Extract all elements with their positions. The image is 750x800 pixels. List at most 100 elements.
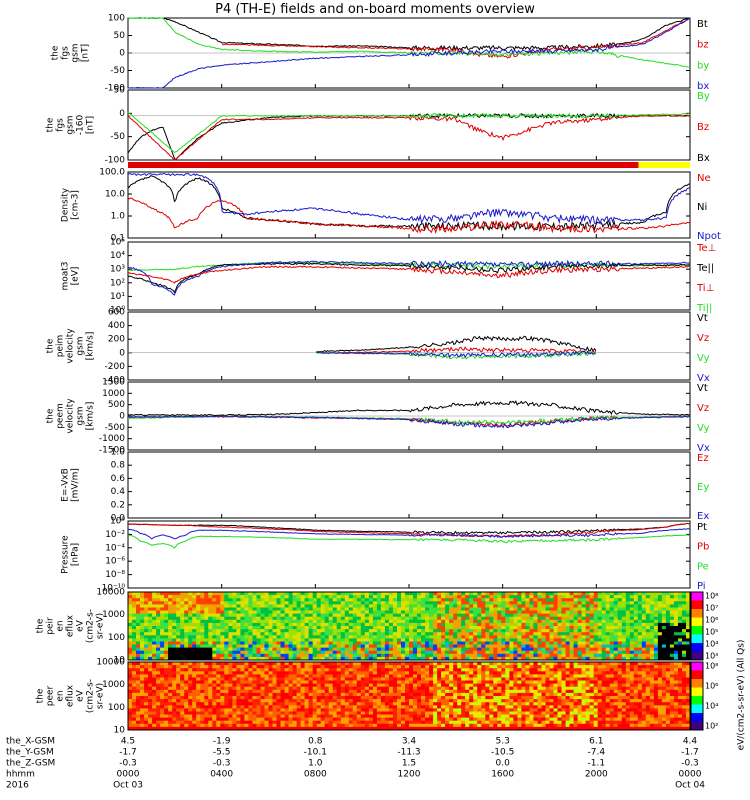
heatmap-cell (384, 683, 390, 688)
heatmap-cell (360, 638, 366, 642)
heatmap-cell (457, 653, 462, 658)
heatmap-cell (481, 607, 486, 612)
heatmap-cell (320, 692, 326, 697)
heatmap-cell (132, 726, 137, 731)
heatmap-cell (180, 610, 185, 615)
heatmap-cell (156, 696, 161, 700)
heatmap-cell (581, 610, 587, 615)
heatmap-cell (276, 680, 281, 685)
heatmap-cell (288, 692, 294, 697)
heatmap-cell (421, 604, 426, 608)
heatmap-cell (216, 711, 221, 716)
colorbar-tick-label: 10⁸ (705, 592, 718, 601)
heatmap-cell (212, 677, 217, 682)
heatmap-cell (525, 641, 530, 646)
heatmap-cell (252, 626, 257, 630)
heatmap-cell (364, 598, 370, 602)
heatmap-cell (200, 616, 205, 621)
heatmap-cell (292, 647, 298, 652)
heatmap-cell (601, 635, 607, 639)
heatmap-cell (208, 726, 213, 731)
heatmap-cell (276, 626, 281, 630)
heatmap-cell (288, 650, 294, 655)
heatmap-cell (320, 723, 326, 728)
heatmap-cell (336, 677, 342, 682)
heatmap-cell (368, 653, 374, 658)
heatmap-cell (192, 671, 197, 675)
heatmap-cell (633, 595, 639, 599)
heatmap-cell (633, 629, 639, 633)
heatmap-cell (164, 632, 169, 636)
heatmap-cell (272, 696, 277, 700)
heatmap-cell (561, 638, 566, 642)
heatmap-cell (324, 632, 330, 636)
heatmap-cell (336, 610, 342, 615)
heatmap-cell (184, 702, 189, 706)
heatmap-cell (244, 610, 249, 615)
heatmap-cell (384, 671, 390, 675)
heatmap-cell (264, 686, 269, 691)
heatmap-cell (272, 598, 277, 602)
heatmap-cell (376, 629, 382, 633)
heatmap-cell (380, 714, 386, 719)
heatmap-cell (168, 674, 173, 678)
heatmap-cell (328, 647, 334, 652)
heatmap-cell (312, 662, 318, 666)
heatmap-cell (501, 641, 506, 646)
series-line-bz (222, 17, 691, 59)
heatmap-cell (280, 638, 285, 642)
heatmap-cell (332, 650, 338, 655)
heatmap-cell (348, 650, 354, 655)
heatmap-cell (300, 619, 306, 624)
heatmap-cell (172, 677, 177, 682)
heatmap-cell (232, 629, 237, 633)
heatmap-cell (409, 689, 414, 694)
heatmap-cell (529, 629, 534, 633)
heatmap-cell (336, 616, 342, 621)
heatmap-cell (184, 604, 189, 608)
heatmap-cell (160, 674, 165, 678)
heatmap-cell (372, 711, 378, 716)
heatmap-cell (489, 647, 494, 652)
heatmap-cell (336, 638, 342, 642)
heatmap-cell (208, 629, 213, 633)
heatmap-cell (320, 632, 326, 636)
heatmap-cell (200, 638, 205, 642)
heatmap-cell (645, 607, 651, 612)
heatmap-cell (621, 607, 627, 612)
heatmap-cell (272, 705, 277, 709)
heatmap-cell (364, 595, 370, 599)
heatmap-cell (140, 626, 145, 630)
heatmap-cell (405, 598, 410, 602)
heatmap-cell (397, 692, 402, 697)
heatmap-cell (336, 619, 342, 624)
heatmap-cell (316, 699, 322, 703)
heatmap-cell (212, 699, 217, 703)
heatmap-cell (665, 601, 671, 605)
heatmap-cell (128, 598, 133, 602)
heatmap-cell (340, 595, 346, 599)
heatmap-cell (481, 632, 486, 636)
heatmap-cell (533, 610, 538, 615)
heatmap-cell (300, 595, 306, 599)
heatmap-cell (637, 610, 643, 615)
heatmap-cell (236, 604, 241, 608)
series-line-Pb (127, 522, 691, 539)
heatmap-cell (232, 708, 237, 712)
heatmap-cell (641, 632, 647, 636)
heatmap-cell (665, 635, 671, 639)
heatmap-cell (405, 607, 410, 612)
heatmap-cell (433, 626, 438, 630)
heatmap-cell (409, 668, 414, 672)
heatmap-cell (216, 720, 221, 725)
heatmap-cell (144, 610, 149, 615)
heatmap-cell (244, 705, 249, 709)
heatmap-cell (541, 610, 546, 615)
heatmap-cell (505, 653, 510, 658)
heatmap-cell (597, 656, 603, 661)
heatmap-cell (669, 595, 675, 599)
heatmap-cell (308, 650, 314, 655)
heatmap-cell (164, 686, 169, 691)
heatmap-cell (405, 668, 410, 672)
heatmap-cell (521, 592, 526, 596)
